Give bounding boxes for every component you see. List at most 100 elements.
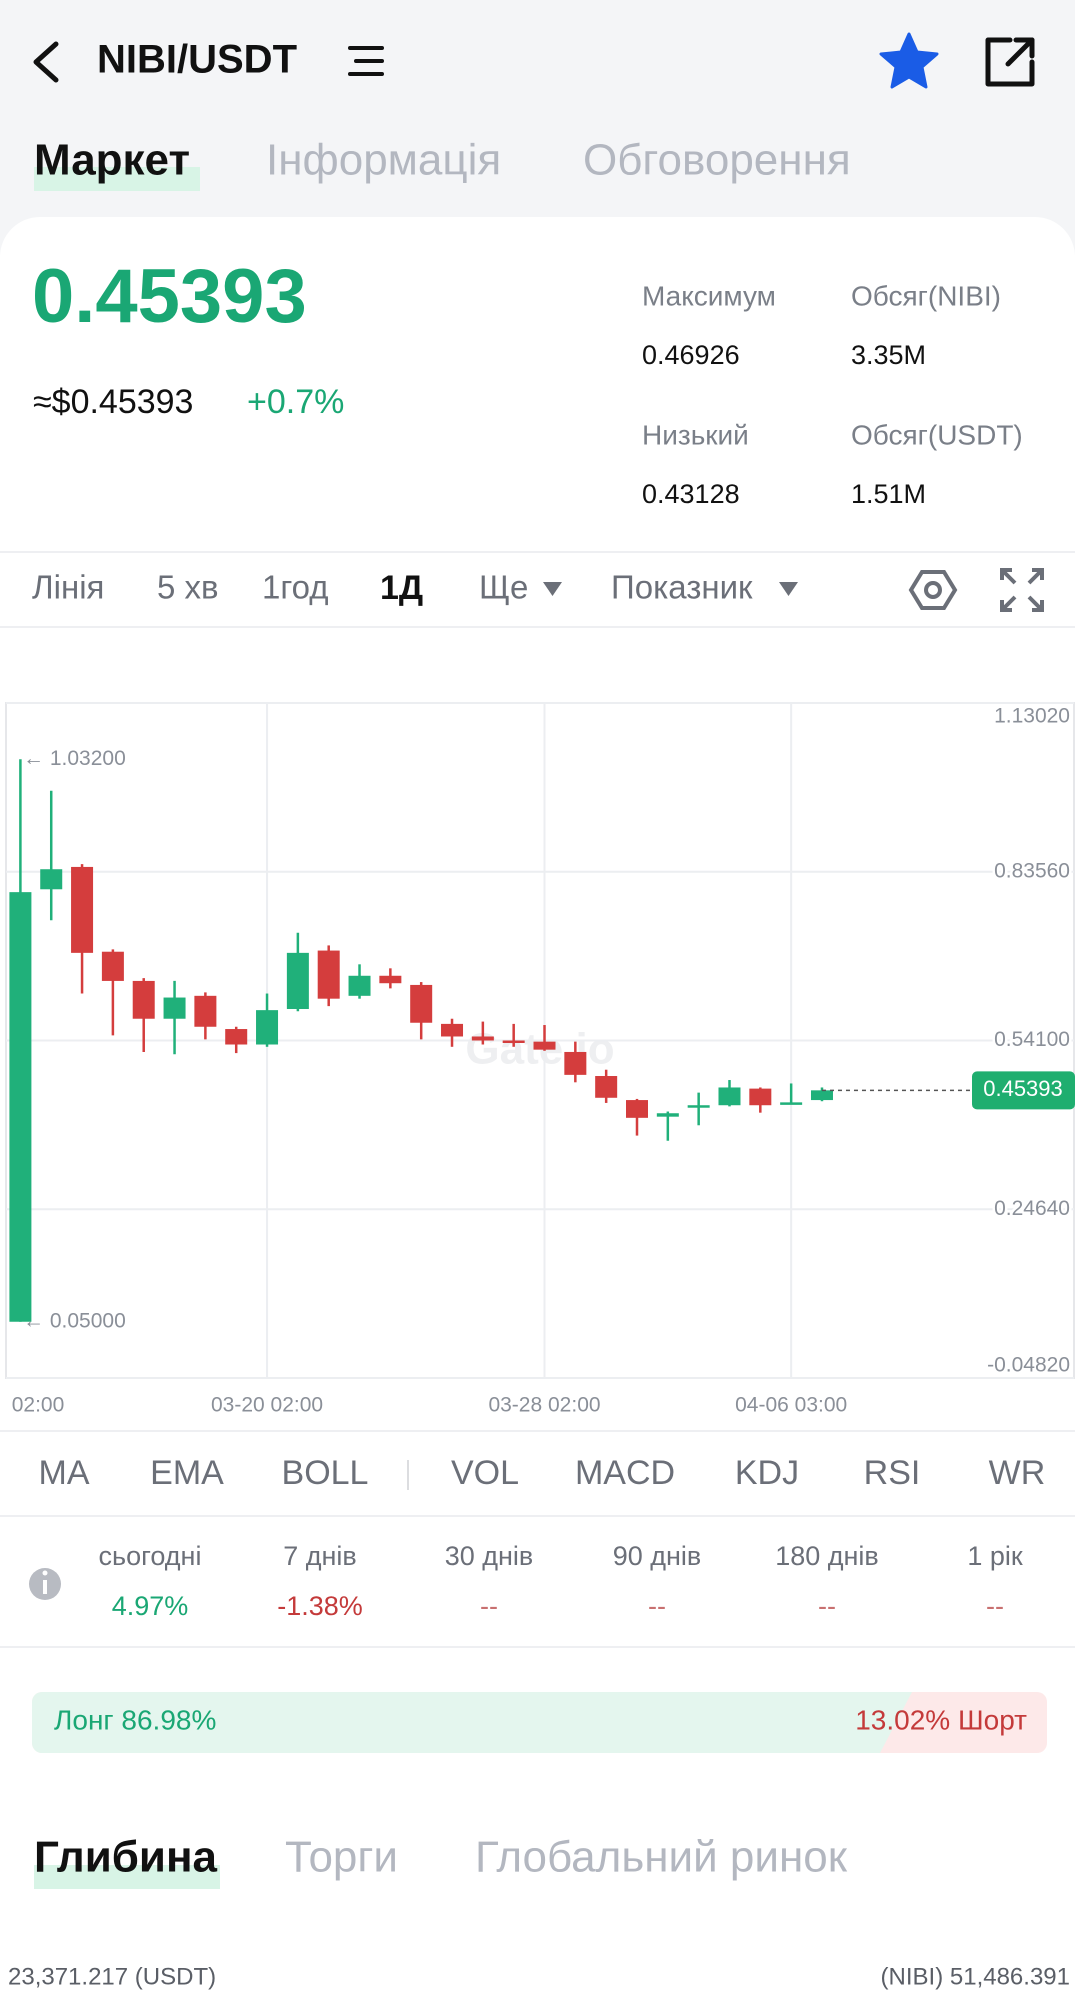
x-tick-label: 03-28 02:00 <box>488 1394 600 1417</box>
candle-body <box>810 1090 833 1101</box>
candle-body <box>471 1036 494 1041</box>
info-icon[interactable] <box>29 1568 61 1600</box>
period-value: -- <box>648 1591 666 1621</box>
pair-title: NIBI/USDT <box>97 38 297 82</box>
depth-sell-total: (NIBI) 51,486.391 <box>881 1963 1070 1990</box>
long-label: Лонг 86.98% <box>54 1704 216 1735</box>
period-value: -- <box>818 1591 836 1621</box>
top-background <box>0 0 1075 260</box>
candle-body <box>718 1087 741 1106</box>
active-tab-highlight <box>34 167 200 191</box>
period-label: 30 днів <box>445 1541 534 1571</box>
favorite-star[interactable] <box>879 32 939 89</box>
depth-buy-total: 23,371.217 (USDT) <box>8 1963 216 1990</box>
candle-body <box>348 975 371 996</box>
price-change: +0.7% <box>247 383 344 421</box>
interval[interactable]: 1год <box>262 569 329 606</box>
last-price-tag <box>972 1071 1075 1110</box>
candle-body <box>71 866 94 953</box>
stat-value: 3.35M <box>851 340 926 370</box>
candle-body <box>410 984 433 1023</box>
x-tick-label: 04-06 03:00 <box>735 1394 847 1417</box>
indicator-menu[interactable]: Показник <box>611 569 753 606</box>
candle-body <box>595 1076 618 1098</box>
indicator[interactable]: MA <box>39 1454 90 1492</box>
candle-body <box>502 1040 525 1043</box>
pair-menu-icon[interactable] <box>348 46 384 76</box>
card <box>0 217 1075 1996</box>
stat-value: 0.43128 <box>642 479 740 509</box>
candle-body <box>256 1010 279 1045</box>
candle-body <box>101 951 124 981</box>
tab-info[interactable]: Інформація <box>266 136 501 185</box>
settings-icon[interactable] <box>908 570 958 610</box>
stat-value: 0.46926 <box>642 340 740 370</box>
stat-label: Низький <box>642 419 749 450</box>
period-label: 7 днів <box>283 1541 357 1571</box>
indicator[interactable]: KDJ <box>735 1454 799 1492</box>
interval[interactable]: Лінія <box>32 569 104 606</box>
stat-label: Максимум <box>642 280 776 311</box>
indicator[interactable]: MACD <box>575 1454 675 1492</box>
candle-body <box>626 1100 648 1118</box>
extreme-label: ← 1.03200 <box>23 747 126 770</box>
tab-market[interactable]: Маркет <box>34 136 190 185</box>
period-label: 180 днів <box>775 1541 879 1571</box>
tab-depth[interactable]: Глибина <box>34 1833 218 1882</box>
y-tick-label: 0.24640 <box>994 1197 1070 1220</box>
candle-body <box>9 892 32 1322</box>
candle-body <box>533 1041 556 1050</box>
period-value: -- <box>480 1591 498 1621</box>
indicator[interactable]: VOL <box>451 1454 519 1492</box>
y-tick-label: 0.54100 <box>994 1028 1070 1051</box>
y-tick-label: -0.04820 <box>987 1354 1070 1377</box>
candle-body <box>749 1088 772 1106</box>
candle-body <box>286 952 309 1009</box>
long-bar <box>32 1692 912 1753</box>
y-tick-label: 0.83560 <box>994 859 1070 882</box>
indicator[interactable]: BOLL <box>282 1454 369 1492</box>
tab-global[interactable]: Глобальний ринок <box>475 1833 848 1882</box>
back-button[interactable] <box>33 41 59 83</box>
candle-body <box>163 997 186 1019</box>
candle-body <box>441 1023 464 1037</box>
candle-body <box>194 995 217 1027</box>
candle-body <box>687 1105 710 1108</box>
tab-trades[interactable]: Торги <box>285 1833 398 1882</box>
x-tick-label: 03-20 02:00 <box>211 1394 323 1417</box>
dropdown-arrow <box>543 582 562 596</box>
x-tick-label: 02:00 <box>12 1394 65 1417</box>
last-price-label: 0.45393 <box>983 1076 1063 1101</box>
period-label: сьогодні <box>99 1541 202 1571</box>
period-value: 4.97% <box>112 1591 189 1621</box>
indicator[interactable]: RSI <box>864 1454 921 1492</box>
usd-price: ≈$0.45393 <box>33 383 193 421</box>
indicator[interactable]: WR <box>989 1454 1046 1492</box>
stat-value: 1.51M <box>851 479 926 509</box>
indicator[interactable]: EMA <box>150 1454 224 1492</box>
candle-body <box>780 1102 803 1105</box>
share-icon[interactable] <box>985 37 1035 87</box>
candlestick-chart: Gate.io-0.048200.246400.541000.835601.13… <box>6 702 1075 1417</box>
stat-label: Обсяг(NIBI) <box>851 280 1001 311</box>
period-value: -- <box>986 1591 1004 1621</box>
candle-body <box>379 975 402 984</box>
dropdown-arrow <box>779 582 798 596</box>
interval-more[interactable]: Ще <box>479 569 528 606</box>
interval[interactable]: 5 хв <box>157 569 219 606</box>
period-label: 1 рік <box>967 1541 1023 1571</box>
candle-body <box>656 1113 679 1117</box>
candle-body <box>564 1051 587 1075</box>
period-label: 90 днів <box>613 1541 702 1571</box>
candle-body <box>132 980 155 1019</box>
stat-label: Обсяг(USDT) <box>851 419 1023 450</box>
extreme-label: ← 0.05000 <box>23 1309 126 1332</box>
candle-body <box>225 1029 248 1045</box>
fullscreen-icon[interactable] <box>1000 568 1044 612</box>
short-label: 13.02% Шорт <box>855 1704 1027 1735</box>
tab-discussion[interactable]: Обговорення <box>583 136 851 185</box>
interval-active[interactable]: 1Д <box>380 569 423 607</box>
y-tick-label: 1.13020 <box>994 705 1070 728</box>
